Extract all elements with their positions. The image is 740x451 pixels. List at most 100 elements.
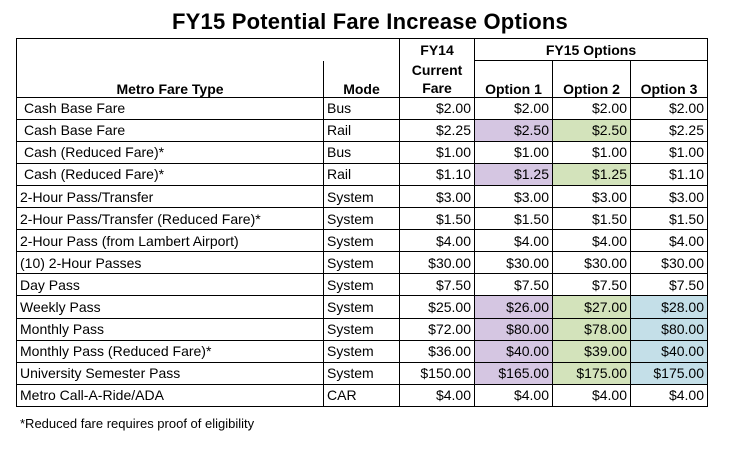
- option-3-cell: $1.00: [630, 140, 708, 164]
- option-1-cell: $3.00: [474, 184, 553, 209]
- table-row: Weekly Pass System $25.00 $26.00 $27.00 $28.0…: [16, 295, 708, 319]
- table-row: Cash (Reduced Fare)* Rail $1.10 $1.25 $1.25 $…: [16, 162, 708, 186]
- fare-type-cell: Metro Call-A-Ride/ADA: [16, 383, 324, 407]
- current-fare-cell: $72.00: [399, 317, 475, 341]
- header-fare-type: Metro Fare Type: [16, 60, 324, 98]
- header-option-3: Option 3: [630, 60, 708, 98]
- current-fare-cell: $1.50: [399, 207, 475, 231]
- fare-type-cell: Cash (Reduced Fare)*: [16, 140, 324, 164]
- option-2-cell: $1.25: [552, 162, 631, 186]
- option-3-cell: $28.00: [630, 295, 708, 319]
- fare-type-cell: (10) 2-Hour Passes: [16, 251, 324, 275]
- header-current-line2: Fare: [422, 79, 452, 96]
- table-row: Cash (Reduced Fare)* Bus $1.00 $1.00 $1.00 $1…: [16, 140, 708, 164]
- mode-cell: System: [323, 251, 400, 275]
- current-fare-cell: $30.00: [399, 251, 475, 275]
- option-2-cell: $3.00: [552, 184, 631, 209]
- option-1-cell: $4.00: [474, 383, 553, 407]
- option-2-cell: $7.50: [552, 273, 631, 297]
- option-1-cell: $80.00: [474, 317, 553, 341]
- option-1-cell: $4.00: [474, 229, 553, 253]
- current-fare-cell: $1.10: [399, 162, 475, 186]
- option-3-cell: $4.00: [630, 229, 708, 253]
- mode-cell: Rail: [323, 162, 400, 186]
- mode-cell: Bus: [323, 140, 400, 164]
- option-2-cell: $175.00: [552, 361, 631, 385]
- option-2-cell: $4.00: [552, 383, 631, 407]
- option-3-cell: $2.00: [630, 96, 708, 120]
- option-1-cell: $26.00: [474, 295, 553, 319]
- mode-cell: System: [323, 273, 400, 297]
- mode-cell: System: [323, 361, 400, 385]
- mode-cell: System: [323, 207, 400, 231]
- fare-type-cell: Weekly Pass: [16, 295, 324, 319]
- fare-type-cell: 2-Hour Pass/Transfer (Reduced Fare)*: [16, 207, 324, 231]
- table-row: Monthly Pass (Reduced Fare)* System $36.00…: [16, 339, 708, 363]
- option-2-cell: $1.50: [552, 207, 631, 231]
- fare-type-cell: 2-Hour Pass/Transfer: [16, 184, 324, 209]
- current-fare-cell: $4.00: [399, 383, 475, 407]
- fare-type-cell: Monthly Pass: [16, 317, 324, 341]
- current-fare-cell: $7.50: [399, 273, 475, 297]
- option-3-cell: $80.00: [630, 317, 708, 341]
- option-2-cell: $78.00: [552, 317, 631, 341]
- fare-type-cell: Cash (Reduced Fare)*: [16, 162, 324, 186]
- option-3-cell: $2.25: [630, 118, 708, 142]
- option-2-cell: $39.00: [552, 339, 631, 363]
- header-row-sub: Metro Fare Type Mode Current Fare Option…: [16, 60, 708, 98]
- current-fare-cell: $1.00: [399, 140, 475, 164]
- table-row: 2-Hour Pass (from Lambert Airport) System…: [16, 229, 708, 253]
- fare-options-table: FY14 FY15 Options Metro Fare Type Mode C…: [16, 37, 708, 407]
- option-1-cell: $1.25: [474, 162, 553, 186]
- mode-cell: System: [323, 295, 400, 319]
- option-3-cell: $3.00: [630, 184, 708, 209]
- table-row: Cash Base Fare Rail $2.25 $2.50 $2.50 $2.25: [16, 118, 708, 142]
- option-3-cell: $7.50: [630, 273, 708, 297]
- table-row: 2-Hour Pass/Transfer (Reduced Fare)* Syst…: [16, 207, 708, 231]
- option-2-cell: $1.00: [552, 140, 631, 164]
- header-blank-cell: [16, 37, 400, 61]
- option-1-cell: $7.50: [474, 273, 553, 297]
- option-2-cell: $2.50: [552, 118, 631, 142]
- option-2-cell: $27.00: [552, 295, 631, 319]
- current-fare-cell: $25.00: [399, 295, 475, 319]
- option-2-cell: $4.00: [552, 229, 631, 253]
- option-1-cell: $1.00: [474, 140, 553, 164]
- footnote: *Reduced fare requires proof of eligibil…: [20, 416, 255, 431]
- table-row: Metro Call-A-Ride/ADA CAR $4.00 $4.00 $4.00 $…: [16, 383, 708, 407]
- header-mode: Mode: [323, 60, 400, 98]
- page-title: FY15 Potential Fare Increase Options: [172, 9, 568, 34]
- option-1-cell: $30.00: [474, 251, 553, 275]
- header-current-fare: Current Fare: [399, 60, 475, 98]
- mode-cell: CAR: [323, 383, 400, 407]
- option-3-cell: $175.00: [630, 361, 708, 385]
- option-2-cell: $30.00: [552, 251, 631, 275]
- current-fare-cell: $2.25: [399, 118, 475, 142]
- option-1-cell: $1.50: [474, 207, 553, 231]
- option-3-cell: $4.00: [630, 383, 708, 407]
- current-fare-cell: $3.00: [399, 184, 475, 209]
- fare-type-cell: Cash Base Fare: [16, 118, 324, 142]
- option-1-cell: $40.00: [474, 339, 553, 363]
- header-current-line1: Current: [411, 61, 463, 78]
- current-fare-cell: $150.00: [399, 361, 475, 385]
- mode-cell: Rail: [323, 118, 400, 142]
- header-fy14: FY14: [399, 37, 475, 61]
- header-row-top: FY14 FY15 Options: [16, 37, 708, 62]
- fare-type-cell: Day Pass: [16, 273, 324, 297]
- mode-cell: Bus: [323, 96, 400, 120]
- table-row: Day Pass System $7.50 $7.50 $7.50 $7.50: [16, 273, 708, 297]
- option-3-cell: $40.00: [630, 339, 708, 363]
- table-row: Monthly Pass System $72.00 $80.00 $78.00 $80.…: [16, 317, 708, 341]
- header-option-2: Option 2: [552, 60, 631, 98]
- table-row: 2-Hour Pass/Transfer System $3.00 $3.00 $3.0…: [16, 184, 708, 209]
- table-row: (10) 2-Hour Passes System $30.00 $30.00 $30.…: [16, 251, 708, 275]
- mode-cell: System: [323, 229, 400, 253]
- current-fare-cell: $36.00: [399, 339, 475, 363]
- fare-type-cell: 2-Hour Pass (from Lambert Airport): [16, 229, 324, 253]
- option-1-cell: $2.00: [474, 96, 553, 120]
- current-fare-cell: $4.00: [399, 229, 475, 253]
- fare-type-cell: Cash Base Fare: [16, 96, 324, 120]
- option-1-cell: $165.00: [474, 361, 553, 385]
- fare-type-cell: Monthly Pass (Reduced Fare)*: [16, 339, 324, 363]
